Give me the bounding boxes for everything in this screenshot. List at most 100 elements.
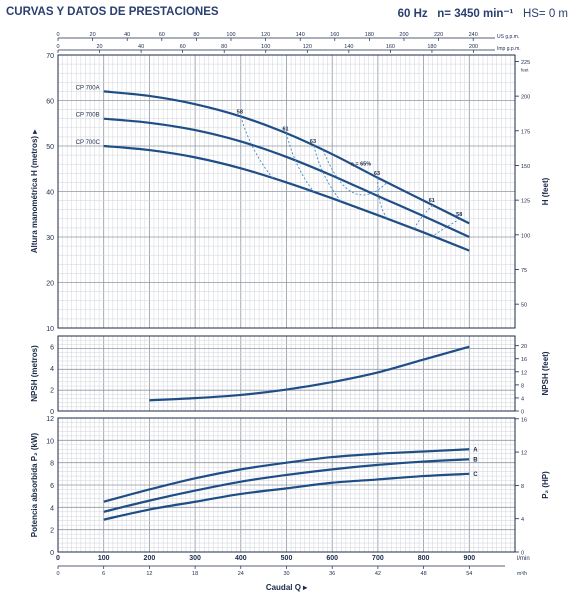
- y-right-tick-label: 4: [521, 396, 524, 402]
- top-imp-tick-label: 60: [180, 44, 186, 50]
- y-right-tick-label: 125: [521, 199, 530, 205]
- y-right-unit: feet: [521, 67, 529, 72]
- top-us-tick-label: 180: [365, 32, 374, 38]
- top-imp-tick-label: 80: [221, 44, 227, 50]
- x-m3h-tick-label: 18: [192, 571, 198, 577]
- efficiency-label: 63: [310, 139, 316, 145]
- y-tick-label: 6: [50, 483, 54, 490]
- efficiency-line-65: [322, 149, 388, 196]
- efficiency-line: [313, 145, 342, 202]
- x-m3h-tick-label: 36: [329, 571, 335, 577]
- x-m3h-tick-label: 42: [375, 571, 381, 577]
- operating-conditions: 60 Hz n= 3450 min⁻¹ HS= 0 m: [398, 6, 568, 20]
- efficiency-line: [286, 133, 315, 193]
- efficiency-label: η = 65%: [350, 162, 371, 168]
- y-right-tick-label: 8: [521, 383, 524, 389]
- y-tick-label: 60: [46, 99, 54, 106]
- top-imp-tick-label: 160: [386, 44, 395, 50]
- x-tick-label: 300: [189, 555, 201, 562]
- efficiency-label: 63: [374, 171, 380, 177]
- y-right-tick-label: 200: [521, 95, 530, 101]
- y-right-tick-label: 16: [521, 417, 527, 423]
- top-axis-imp-label: Imp g.p.m.: [497, 46, 521, 52]
- y-tick-label: 0: [50, 550, 54, 557]
- y-right-tick-label: 0: [521, 410, 524, 416]
- y-right-tick-label: 8: [521, 484, 524, 490]
- y-tick-label: 40: [46, 190, 54, 197]
- x-m3h-tick-label: 30: [283, 571, 289, 577]
- y-axis-label-npsh-right: NPSH (feet): [541, 351, 550, 395]
- x-m3h-tick-label: 54: [466, 571, 472, 577]
- efficiency-label: 58: [237, 109, 243, 115]
- x-tick-label: 400: [235, 555, 247, 562]
- y-axis-label-npsh: NPSH (metros): [30, 345, 39, 402]
- panel-frame: [57, 54, 516, 329]
- y-right-tick-label: 150: [521, 164, 530, 170]
- top-us-tick-label: 40: [124, 32, 130, 38]
- x-tick-label: 600: [326, 555, 338, 562]
- y-tick-label: 0: [50, 409, 54, 416]
- hs-label: HS= 0 m: [522, 8, 568, 20]
- y-tick-label: 12: [46, 416, 54, 423]
- y-right-tick-label: 175: [521, 129, 530, 135]
- y-tick-label: 10: [46, 326, 54, 333]
- head-curve-cp-700b: [103, 117, 470, 239]
- x-tick-label: 100: [98, 555, 110, 562]
- power-curve-c: [103, 472, 470, 521]
- top-us-tick-label: 20: [90, 32, 96, 38]
- x-m3h-tick-label: 48: [421, 571, 427, 577]
- y-right-tick-label: 50: [521, 303, 527, 309]
- y-right-tick-label: 20: [521, 344, 527, 350]
- top-imp-tick-label: 100: [261, 44, 270, 50]
- x-m3h-tick-label: 0: [56, 571, 59, 577]
- top-us-tick-label: 0: [56, 32, 59, 38]
- x-tick-label: 200: [144, 555, 156, 562]
- speed-label: n= 3450 min⁻¹: [437, 8, 514, 20]
- top-imp-tick-label: 0: [56, 44, 59, 50]
- y-right-tick-label: 12: [521, 451, 527, 457]
- efficiency-label: 61: [429, 198, 435, 204]
- power-series-label: C: [473, 472, 478, 478]
- top-imp-tick-label: 20: [96, 44, 102, 50]
- x-unit-m3h: m³/h: [517, 571, 527, 577]
- top-imp-tick-label: 200: [469, 44, 478, 50]
- y-tick-label: 4: [50, 366, 54, 373]
- y-tick-label: 4: [50, 505, 54, 512]
- series-label: CP 700B: [76, 113, 100, 119]
- top-imp-tick-label: 120: [303, 44, 312, 50]
- power-series-label: A: [473, 447, 478, 453]
- y-tick-label: 50: [46, 144, 54, 151]
- x-tick-label: 800: [418, 555, 430, 562]
- top-axis-us-label: US g.p.m.: [497, 34, 519, 40]
- top-us-tick-label: 220: [434, 32, 443, 38]
- top-imp-tick-label: 180: [427, 44, 436, 50]
- x-axis-label: Caudal Q ▸: [266, 583, 308, 592]
- x-m3h-tick-label: 12: [146, 571, 152, 577]
- head-curve-cp-700c: [103, 144, 470, 252]
- y-tick-label: 2: [50, 528, 54, 535]
- y-right-tick-label: 16: [521, 357, 527, 363]
- chart-title: CURVAS Y DATOS DE PRESTACIONES: [6, 6, 219, 18]
- top-us-tick-label: 160: [330, 32, 339, 38]
- top-us-tick-label: 100: [226, 32, 235, 38]
- top-imp-tick-label: 140: [344, 44, 353, 50]
- x-m3h-tick-label: 6: [102, 571, 105, 577]
- y-right-tick-label: 12: [521, 370, 527, 376]
- power-curve-a: [103, 448, 470, 503]
- y-tick-label: 30: [46, 235, 54, 242]
- top-us-tick-label: 200: [399, 32, 408, 38]
- panel-frame: [57, 335, 516, 412]
- x-tick-label: 700: [372, 555, 384, 562]
- y-tick-label: 8: [50, 461, 54, 468]
- npsh-curve: [149, 345, 470, 402]
- y-right-tick-label: 225: [521, 60, 530, 66]
- frequency-label: 60 Hz: [397, 8, 428, 20]
- top-imp-tick-label: 40: [138, 44, 144, 50]
- y-tick-label: 6: [50, 345, 54, 352]
- y-right-tick-label: 0: [521, 551, 524, 557]
- y-tick-label: 70: [46, 53, 54, 60]
- power-series-label: B: [473, 457, 478, 463]
- efficiency-line: [414, 204, 434, 230]
- top-us-tick-label: 60: [159, 32, 165, 38]
